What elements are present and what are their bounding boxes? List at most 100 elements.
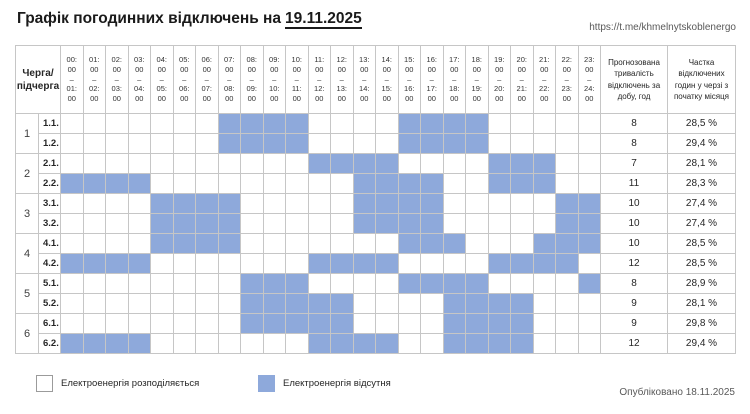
time-header-cell: 22: 00 – 23: 00	[555, 45, 579, 114]
schedule-row-6.2: 6.2. 12 29,4 %	[16, 333, 736, 354]
supply-cell	[127, 153, 151, 174]
supply-cell	[240, 153, 264, 174]
supply-cell	[105, 153, 129, 174]
supply-cell	[105, 273, 129, 294]
supply-cell	[465, 253, 489, 274]
outage-cell	[375, 213, 399, 234]
outage-cell	[442, 293, 466, 314]
supply-cell	[285, 333, 309, 354]
supply-cell	[60, 213, 84, 234]
legend-outage-label: Електроенергія відсутня	[283, 378, 391, 389]
queue-number-cell: 5	[15, 273, 39, 314]
duration-value-cell: 12	[600, 253, 668, 274]
supply-cell	[60, 293, 84, 314]
outage-cell	[82, 333, 106, 354]
supply-cell	[307, 273, 331, 294]
outage-cell	[330, 153, 354, 174]
outage-cell	[397, 193, 421, 214]
outage-cell	[555, 193, 579, 214]
supply-cell	[487, 233, 511, 254]
supply-cell	[172, 153, 196, 174]
supply-cell	[127, 273, 151, 294]
time-header-cell: 07: 00 – 08: 00	[217, 45, 241, 114]
outage-cell	[307, 313, 331, 334]
outage-cell	[285, 133, 309, 154]
supply-cell	[60, 193, 84, 214]
supply-cell	[172, 253, 196, 274]
supply-cell	[375, 313, 399, 334]
supply-cell	[307, 133, 331, 154]
supply-cell	[352, 293, 376, 314]
outage-cell	[420, 193, 444, 214]
supply-cell	[330, 113, 354, 134]
outage-cell	[510, 293, 534, 314]
supply-cell	[285, 193, 309, 214]
time-header-cell: 21: 00 – 22: 00	[532, 45, 556, 114]
supply-cell	[352, 113, 376, 134]
supply-cell	[172, 333, 196, 354]
supply-cell	[465, 213, 489, 234]
subqueue-label-cell: 5.1.	[38, 273, 61, 294]
schedule-row-2.2: 2.2. 11 28,3 %	[16, 173, 736, 194]
subqueue-label-cell: 2.2.	[38, 173, 61, 194]
supply-cell	[150, 313, 174, 334]
outage-cell	[397, 233, 421, 254]
outage-cell	[420, 233, 444, 254]
supply-cell	[330, 213, 354, 234]
outage-cell	[375, 253, 399, 274]
supply-cell	[240, 193, 264, 214]
outage-cell	[60, 253, 84, 274]
supply-cell	[487, 213, 511, 234]
outage-cell	[532, 173, 556, 194]
outage-cell	[375, 153, 399, 174]
supply-cell	[217, 273, 241, 294]
duration-value-cell: 10	[600, 193, 668, 214]
supply-cell	[330, 233, 354, 254]
supply-cell	[217, 153, 241, 174]
outage-cell	[240, 113, 264, 134]
outage-cell	[352, 253, 376, 274]
share-value-cell: 28,3 %	[667, 173, 736, 194]
supply-cell	[510, 113, 534, 134]
supply-cell	[577, 133, 601, 154]
supply-cell	[532, 213, 556, 234]
outage-cell	[330, 293, 354, 314]
supply-cell	[195, 113, 219, 134]
supply-cell	[420, 293, 444, 314]
supply-cell	[172, 113, 196, 134]
outage-cell	[217, 193, 241, 214]
supply-cell	[105, 313, 129, 334]
time-header-cell: 18: 00 – 19: 00	[465, 45, 489, 114]
supply-cell	[195, 153, 219, 174]
legend-supply-swatch	[36, 375, 53, 392]
supply-cell	[375, 233, 399, 254]
outage-cell	[510, 333, 534, 354]
outage-cell	[510, 173, 534, 194]
title-text: Графік погодинних відключень на	[17, 10, 282, 27]
supply-cell	[172, 273, 196, 294]
supply-cell	[285, 253, 309, 274]
outage-cell	[442, 113, 466, 134]
outage-cell	[307, 333, 331, 354]
supply-cell	[307, 193, 331, 214]
supply-cell	[60, 153, 84, 174]
supply-cell	[82, 313, 106, 334]
schedule-row-5.2: 5.2. 9 28,1 %	[16, 293, 736, 314]
supply-cell	[442, 193, 466, 214]
duration-value-cell: 9	[600, 313, 668, 334]
outage-cell	[555, 213, 579, 234]
outage-cell	[532, 233, 556, 254]
outage-cell	[397, 173, 421, 194]
supply-cell	[172, 173, 196, 194]
time-header-cell: 16: 00 – 17: 00	[420, 45, 444, 114]
supply-cell	[375, 293, 399, 314]
time-header-cell: 08: 00 – 09: 00	[240, 45, 264, 114]
supply-cell	[352, 233, 376, 254]
supply-cell	[105, 133, 129, 154]
supply-cell	[577, 153, 601, 174]
outage-cell	[307, 153, 331, 174]
supply-cell	[262, 193, 286, 214]
supply-cell	[532, 133, 556, 154]
time-header-cell: 01: 00 – 02: 00	[82, 45, 106, 114]
share-value-cell: 27,4 %	[667, 193, 736, 214]
